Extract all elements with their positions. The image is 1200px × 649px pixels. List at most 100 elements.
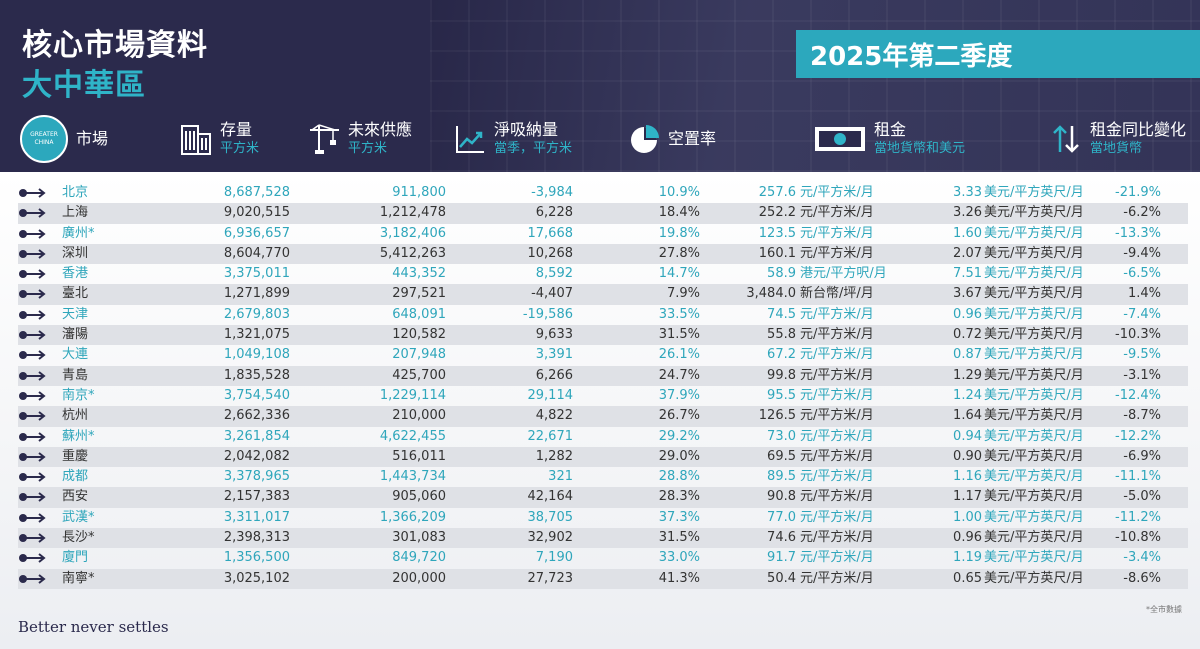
rent-local-value: 74.6 bbox=[767, 530, 796, 546]
city-name: 蘇州* bbox=[62, 428, 95, 444]
future-supply-value: 849,720 bbox=[392, 550, 446, 566]
rent-local-value: 160.1 bbox=[758, 245, 796, 261]
absorption-label: 淨吸納量 bbox=[494, 120, 559, 139]
vacancy-label: 空置率 bbox=[668, 129, 717, 148]
arrow-right-icon bbox=[18, 264, 54, 284]
vacancy-rate-value: 26.7% bbox=[658, 408, 700, 424]
rent-local-unit: 元/平方米/月 bbox=[800, 469, 874, 485]
arrow-right-icon bbox=[18, 508, 54, 528]
rent-usd-unit: 美元/平方英尺/月 bbox=[984, 387, 1084, 403]
rent-local-unit: 元/平方米/月 bbox=[800, 205, 874, 221]
table-row: 香港 3,375,011 443,352 8,592 14.7% 58.9 港元/平方呎/月… bbox=[18, 264, 1188, 284]
net-absorption-value: 8,592 bbox=[535, 266, 573, 282]
arrow-right-icon bbox=[18, 467, 54, 487]
rent-usd-unit: 美元/平方英尺/月 bbox=[984, 530, 1084, 546]
rent-change-value: -5.0% bbox=[1123, 489, 1161, 505]
market-label: 市場 bbox=[76, 129, 109, 148]
rent-local-value: 252.2 bbox=[758, 205, 796, 221]
stock-value: 3,025,102 bbox=[223, 570, 290, 586]
city-name: 深圳 bbox=[62, 245, 89, 261]
future-supply-value: 425,700 bbox=[392, 367, 446, 383]
table-row: 蘇州* 3,261,854 4,622,455 22,671 29.2% 73.0 元/平方… bbox=[18, 427, 1188, 447]
rent-local-unit: 元/平方米/月 bbox=[800, 489, 874, 505]
rent-usd-value: 1.16 bbox=[953, 469, 982, 485]
future-supply-value: 905,060 bbox=[392, 489, 446, 505]
future-supply-value: 120,582 bbox=[392, 327, 446, 343]
rent-usd-value: 1.29 bbox=[953, 367, 982, 383]
arrow-right-icon bbox=[18, 284, 54, 304]
rent-change-unit: 當地貨幣 bbox=[1090, 141, 1143, 156]
table-row: 杭州 2,662,336 210,000 4,822 26.7% 126.5 元/平方米/月… bbox=[18, 406, 1188, 427]
future-supply-value: 443,352 bbox=[392, 266, 446, 282]
rent-local-value: 55.8 bbox=[767, 327, 796, 343]
up-down-arrows-icon bbox=[1048, 121, 1084, 157]
future-supply-value: 1,366,209 bbox=[379, 509, 446, 525]
city-name: 成都 bbox=[62, 469, 89, 485]
net-absorption-value: 3,391 bbox=[535, 347, 573, 363]
net-absorption-value: 321 bbox=[548, 469, 573, 485]
rent-local-value: 123.5 bbox=[758, 225, 796, 241]
rent-local-unit: 元/平方米/月 bbox=[800, 570, 874, 586]
stock-value: 3,378,965 bbox=[223, 469, 290, 485]
vacancy-rate-value: 37.3% bbox=[658, 509, 700, 525]
brand-tagline: Better never settles bbox=[18, 618, 169, 636]
stock-value: 1,321,075 bbox=[223, 327, 290, 343]
column-header-rent-change: 租金同比變化 當地貨幣 bbox=[1048, 116, 1186, 162]
rent-local-unit: 新台幣/坪/月 bbox=[800, 286, 874, 302]
rent-usd-value: 0.96 bbox=[953, 530, 982, 546]
rent-usd-unit: 美元/平方英尺/月 bbox=[984, 550, 1084, 566]
rent-usd-unit: 美元/平方英尺/月 bbox=[984, 245, 1084, 261]
rent-local-value: 99.8 bbox=[767, 367, 796, 383]
net-absorption-value: 38,705 bbox=[527, 509, 574, 525]
future-supply-value: 3,182,406 bbox=[379, 225, 446, 241]
vacancy-rate-value: 33.5% bbox=[658, 306, 700, 322]
future-supply-value: 516,011 bbox=[392, 448, 446, 464]
rent-unit: 當地貨幣和美元 bbox=[874, 141, 966, 156]
quarter-banner: 2025年第二季度 bbox=[796, 30, 1200, 78]
net-absorption-value: 22,671 bbox=[527, 428, 574, 444]
rent-usd-unit: 美元/平方英尺/月 bbox=[984, 448, 1084, 464]
city-name: 南京* bbox=[62, 387, 95, 403]
rent-usd-unit: 美元/平方英尺/月 bbox=[984, 225, 1084, 241]
rent-usd-value: 1.60 bbox=[953, 225, 982, 241]
rent-usd-value: 1.24 bbox=[953, 387, 982, 403]
vacancy-rate-value: 41.3% bbox=[658, 570, 700, 586]
rent-label: 租金 bbox=[874, 120, 907, 139]
city-name: 上海 bbox=[62, 205, 89, 221]
future-supply-value: 1,229,114 bbox=[379, 387, 446, 403]
net-absorption-value: 6,228 bbox=[535, 205, 573, 221]
rent-usd-value: 1.00 bbox=[953, 509, 982, 525]
vacancy-rate-value: 10.9% bbox=[658, 185, 700, 200]
column-header-future: 未來供應 平方米 bbox=[306, 116, 412, 162]
arrow-right-icon bbox=[18, 345, 54, 365]
rent-local-value: 257.6 bbox=[758, 185, 796, 200]
rent-usd-value: 0.90 bbox=[953, 448, 982, 464]
rent-usd-unit: 美元/平方英尺/月 bbox=[984, 286, 1084, 302]
net-absorption-value: 9,633 bbox=[535, 327, 573, 343]
pie-chart-icon bbox=[626, 121, 662, 157]
rent-local-value: 74.5 bbox=[767, 306, 796, 322]
table-row: 青島 1,835,528 425,700 6,266 24.7% 99.8 元/平方米/月 1… bbox=[18, 365, 1188, 386]
net-absorption-value: 29,114 bbox=[527, 387, 574, 403]
stock-value: 6,936,657 bbox=[223, 225, 290, 241]
rent-usd-unit: 美元/平方英尺/月 bbox=[984, 489, 1084, 505]
net-absorption-value: 4,822 bbox=[535, 408, 573, 424]
city-name: 南寧* bbox=[62, 570, 95, 586]
rent-change-value: -10.3% bbox=[1115, 327, 1161, 343]
rent-local-value: 126.5 bbox=[758, 408, 796, 424]
badge-text: GREATER CHINA bbox=[30, 131, 58, 146]
stock-value: 8,604,770 bbox=[223, 245, 290, 261]
stock-value: 9,020,515 bbox=[223, 205, 290, 221]
rent-local-unit: 元/平方米/月 bbox=[800, 347, 874, 363]
vacancy-rate-value: 31.5% bbox=[658, 327, 700, 343]
building-icon bbox=[178, 121, 214, 157]
rent-local-unit: 元/平方米/月 bbox=[800, 408, 874, 424]
city-name: 臺北 bbox=[62, 286, 89, 302]
future-supply-value: 210,000 bbox=[392, 408, 446, 424]
rent-local-unit: 元/平方米/月 bbox=[800, 306, 874, 322]
rent-change-value: -8.7% bbox=[1123, 408, 1161, 424]
future-supply-value: 4,622,455 bbox=[379, 428, 446, 444]
rent-usd-unit: 美元/平方英尺/月 bbox=[984, 327, 1084, 343]
stock-value: 1,049,108 bbox=[223, 347, 290, 363]
rent-local-value: 69.5 bbox=[767, 448, 796, 464]
